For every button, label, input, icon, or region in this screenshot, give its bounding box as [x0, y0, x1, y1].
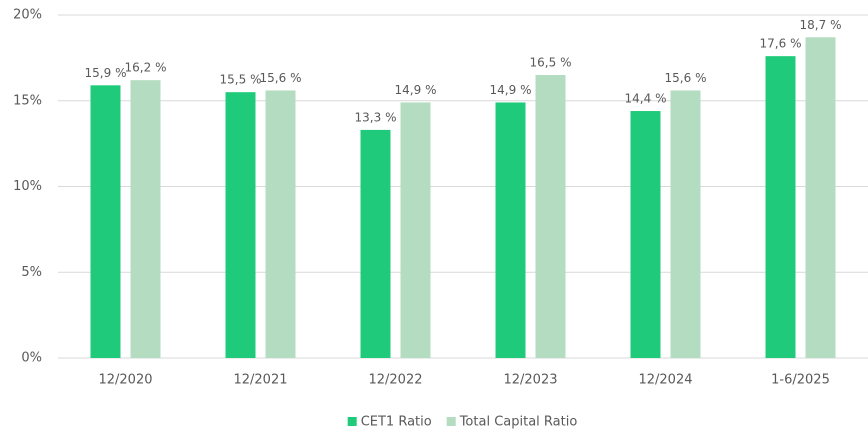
- legend-label: Total Capital Ratio: [459, 415, 578, 430]
- value-label: 16,5 %: [530, 56, 572, 70]
- value-label: 14,4 %: [625, 92, 667, 106]
- value-label: 14,9 %: [395, 83, 437, 97]
- y-tick-label: 0%: [21, 351, 42, 366]
- x-tick-label: 1-6/2025: [771, 373, 830, 388]
- value-label: 15,5 %: [220, 73, 262, 87]
- x-tick-label: 12/2022: [368, 373, 422, 388]
- bar: [805, 37, 836, 359]
- x-tick-label: 12/2020: [98, 373, 152, 388]
- bar: [765, 56, 796, 358]
- bar: [400, 102, 431, 358]
- x-tick-label: 12/2021: [233, 373, 287, 388]
- value-label: 16,2 %: [125, 61, 167, 75]
- value-label: 14,9 %: [490, 83, 532, 97]
- value-label: 18,7 %: [800, 18, 842, 32]
- bar: [90, 85, 121, 358]
- bar: [535, 75, 566, 359]
- legend-label: CET1 Ratio: [361, 415, 432, 430]
- bar: [130, 80, 161, 359]
- legend-swatch: [446, 417, 456, 426]
- bar: [670, 90, 701, 359]
- legend-swatch: [347, 417, 357, 426]
- bar: [225, 92, 256, 359]
- bar: [495, 102, 526, 358]
- y-tick-label: 20%: [13, 8, 42, 23]
- bar: [265, 90, 296, 359]
- x-tick-label: 12/2024: [638, 373, 692, 388]
- value-label: 13,3 %: [355, 110, 397, 124]
- value-label: 15,6 %: [260, 71, 302, 85]
- y-tick-label: 15%: [13, 93, 42, 108]
- y-tick-label: 10%: [13, 179, 42, 194]
- y-tick-label: 5%: [21, 265, 42, 280]
- value-label: 15,9 %: [85, 66, 127, 80]
- x-tick-label: 12/2023: [503, 373, 557, 388]
- value-label: 15,6 %: [665, 71, 707, 85]
- bar: [360, 129, 391, 358]
- bar: [630, 111, 661, 358]
- value-label: 17,6 %: [760, 37, 802, 51]
